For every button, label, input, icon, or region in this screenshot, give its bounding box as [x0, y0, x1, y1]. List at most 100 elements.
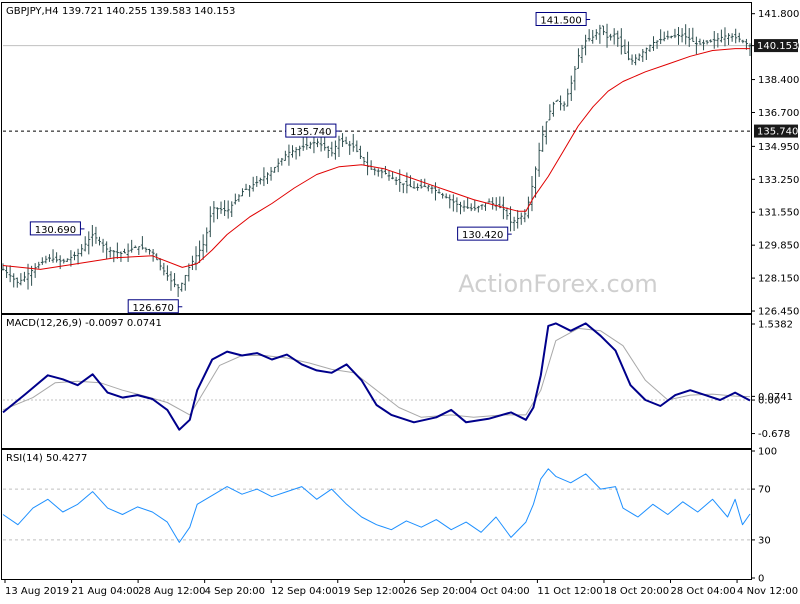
ohlc-close: 140.153	[194, 6, 235, 17]
rsi-y-tick-label: 70	[758, 485, 771, 496]
price-annotation: 130.420	[457, 226, 512, 241]
ohlc-bar	[573, 65, 577, 91]
rsi-y-tick-label: 100	[758, 447, 777, 458]
ohlc-bar	[469, 203, 473, 212]
ohlc-bar	[230, 201, 234, 218]
ohlc-bar	[187, 263, 191, 282]
ohlc-bar	[240, 188, 244, 197]
ohlc-bar	[476, 205, 480, 213]
ohlc-bar	[666, 30, 670, 40]
ohlc-bar	[341, 133, 345, 147]
ohlc-bar	[287, 144, 291, 166]
ohlc-bar	[330, 141, 334, 157]
ohlc-bar	[416, 183, 420, 191]
ohlc-bar	[512, 216, 516, 231]
macd-line	[2, 322, 751, 431]
ohlc-bar	[65, 258, 69, 262]
ohlc-bar	[455, 197, 459, 213]
ohlc-bar	[609, 33, 613, 41]
macd-y-tick-label: -0.678	[758, 429, 790, 440]
rsi-y-tick-label: 0	[758, 574, 764, 585]
x-tick-label: 19 Sep 12:00	[338, 586, 405, 597]
ohlc-bar	[248, 185, 252, 197]
ohlc-bar	[576, 48, 580, 69]
ohlc-bar	[441, 192, 445, 199]
x-tick-label: 18 Oct 20:00	[604, 586, 669, 597]
ohlc-bar	[501, 196, 505, 220]
annotation-box	[535, 11, 587, 26]
price-y-tick-label: 134.950	[758, 142, 799, 153]
ohlc-bar	[115, 242, 119, 259]
ohlc-bar	[648, 44, 652, 52]
ohlc-bar	[677, 27, 681, 45]
ohlc-bar	[47, 254, 51, 262]
price-y-tick-label: 138.400	[758, 75, 799, 86]
ohlc-bar	[212, 201, 216, 223]
ohlc-bar	[8, 265, 12, 283]
macd-y-tick-label: 0.00	[758, 396, 780, 407]
ohlc-bar	[130, 239, 134, 253]
ohlc-bar	[305, 136, 309, 150]
ohlc-bar	[298, 145, 302, 157]
ohlc-bar	[155, 253, 159, 261]
price-panel-frame	[1, 2, 752, 314]
ohlc-bar	[233, 193, 237, 205]
rsi-y-tick-label: 30	[758, 535, 771, 546]
ohlc-bar	[98, 236, 102, 246]
ohlc-bar	[612, 28, 616, 45]
ohlc-bar	[376, 168, 380, 177]
ohlc-bar	[126, 243, 130, 262]
ohlc-bar	[448, 194, 452, 209]
ohlc-bar	[458, 201, 462, 215]
ohlc-bar	[273, 166, 277, 173]
ohlc-bar	[637, 53, 641, 61]
ohlc-bar	[659, 29, 663, 45]
ohlc-bar	[5, 265, 9, 279]
ohlc-bar	[398, 169, 402, 192]
ohlc-bar	[712, 31, 716, 49]
ohlc-bar	[605, 23, 609, 48]
ohlc-bar	[391, 171, 395, 180]
ohlc-bar	[380, 168, 384, 179]
ohlc-bar	[112, 250, 116, 263]
ohlc-bar	[72, 251, 76, 261]
annotation-box	[285, 123, 337, 138]
ohlc-bar	[598, 24, 602, 44]
ohlc-bar	[291, 145, 295, 158]
ohlc-bar	[205, 227, 209, 253]
ohlc-bar	[119, 251, 123, 262]
ohlc-bar	[83, 236, 87, 252]
annotation-box	[457, 226, 509, 241]
ohlc-bar	[437, 188, 441, 194]
ohlc-bar	[55, 252, 59, 263]
price-y-tick-label: 136.700	[758, 108, 799, 119]
macd-y-tick-label: 0.0741	[758, 392, 793, 403]
ohlc-bar	[312, 136, 316, 154]
ohlc-bar	[262, 167, 266, 187]
ohlc-bar	[180, 282, 184, 292]
ohlc-bar	[566, 88, 570, 107]
ohlc-bar	[387, 170, 391, 181]
ohlc-bar	[294, 147, 298, 160]
ohlc-bar	[323, 135, 327, 151]
ohlc-bar	[76, 248, 80, 265]
ohlc-bar	[51, 249, 55, 263]
ohlc-bar	[616, 30, 620, 47]
ohlc-bar	[680, 28, 684, 43]
ohlc-bar	[383, 165, 387, 175]
moving-average-line	[2, 48, 750, 270]
ohlc-bar	[69, 250, 73, 267]
ohlc-bar	[215, 207, 219, 220]
annotation-label: 130.420	[462, 230, 503, 241]
ohlc-bar	[219, 201, 223, 214]
price-y-tick-label: 128.150	[758, 274, 799, 285]
ohlc-bar	[140, 236, 144, 250]
price-annotation: 141.500	[535, 11, 591, 26]
price-y-tick-label: 141.800	[758, 9, 799, 20]
ohlc-bar	[591, 29, 595, 44]
annotation-box	[29, 221, 81, 236]
ohlc-bar	[358, 145, 362, 160]
ohlc-bar	[709, 39, 713, 43]
ohlc-bar	[22, 271, 26, 282]
